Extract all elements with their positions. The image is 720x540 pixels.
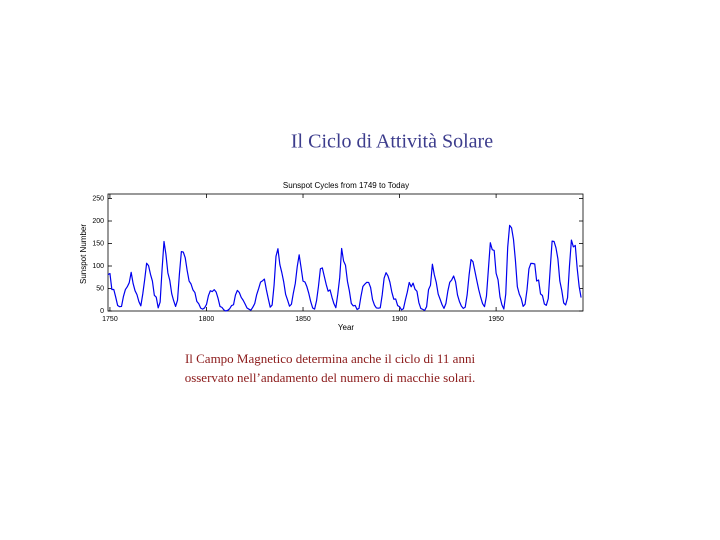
caption-line: Il Campo Magnetico determina anche il ci… xyxy=(185,351,476,366)
x-tick-label: 1950 xyxy=(488,316,504,323)
x-tick-label: 1800 xyxy=(199,316,215,323)
x-tick-label: 1750 xyxy=(102,316,118,323)
y-axis-label: Sunspot Number xyxy=(79,224,88,284)
x-tick-label: 1900 xyxy=(392,316,408,323)
y-tick-label: 0 xyxy=(100,308,104,315)
chart-title: Sunspot Cycles from 1749 to Today xyxy=(283,181,409,190)
y-tick-label: 250 xyxy=(92,195,104,202)
caption-line: osservato nell’andamento del numero di m… xyxy=(185,370,476,385)
y-tick-label: 200 xyxy=(92,218,104,225)
plot-frame xyxy=(107,193,584,312)
slide-title: Il Ciclo di Attività Solare xyxy=(291,131,493,153)
y-tick-label: 100 xyxy=(92,263,104,270)
y-tick-label: 50 xyxy=(96,285,104,292)
x-tick-label: 1850 xyxy=(295,316,311,323)
y-tick-label: 150 xyxy=(92,240,104,247)
sunspot-line xyxy=(107,224,582,312)
x-axis-label: Year xyxy=(338,323,355,332)
